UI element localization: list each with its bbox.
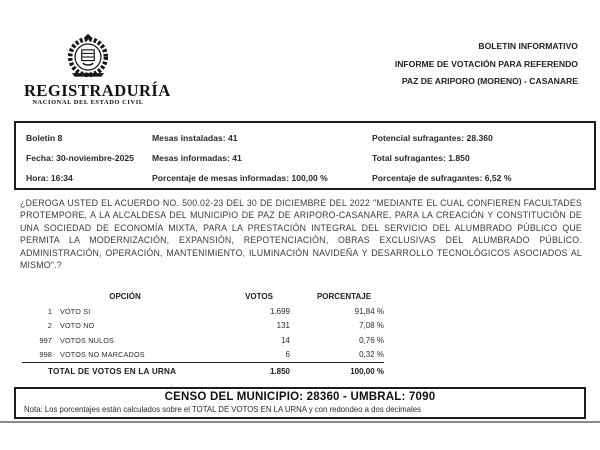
page-bottom-edge — [0, 421, 600, 423]
registraduria-logo: REGISTRADURÍA NACIONAL DEL ESTADO CIVIL — [24, 32, 171, 107]
info-column-mesas: Mesas instaladas: 41 Mesas informadas: 4… — [152, 128, 372, 188]
option-votes: 6 — [285, 350, 290, 360]
porcentaje-sufragantes: Porcentaje de sufragantes: 6,52 % — [372, 173, 512, 183]
option-number: 2 — [47, 321, 52, 331]
option-votes: 1.699 — [269, 306, 290, 316]
option-percentage: 91,84 % — [354, 306, 384, 316]
logo-subtitle: NACIONAL DEL ESTADO CIVIL — [32, 99, 144, 106]
bulletin-info-box: Boletin 8 Fecha: 30-noviembre-2025 Hora:… — [14, 121, 596, 190]
column-header-porcentaje: PORCENTAJE — [316, 291, 372, 301]
mesas-instaladas: Mesas instaladas: 41 — [152, 133, 238, 143]
report-header: BOLETIN INFORMATIVO INFORME DE VOTACIÓN … — [395, 38, 578, 91]
option-label: VOTO NO — [60, 321, 95, 331]
report-header-line3: PAZ DE ARIPORO (MORENO) - CASANARE — [401, 76, 578, 86]
bulletin-time: Hora: 16:34 — [26, 173, 73, 183]
bulletin-date: Fecha: 30-noviembre-2025 — [26, 153, 134, 163]
logo-title: REGISTRADURÍA — [24, 81, 171, 100]
results-header-row: OPCIÓN VOTOS PORCENTAJE — [22, 288, 384, 304]
total-sufragantes: Total sufragantes: 1.850 — [372, 153, 470, 163]
table-row-voto-si: 1 VOTO SI 1.699 91,84 % — [22, 304, 384, 319]
censo-umbral-text: CENSO DEL MUNICIPIO: 28360 - UMBRAL: 709… — [164, 391, 436, 403]
potencial-sufragantes: Potencial sufragantes: 28.360 — [372, 133, 493, 143]
table-row-votos-nulos: 997 VOTOS NULOS 14 0,76 % — [22, 333, 384, 348]
censo-banner: CENSO DEL MUNICIPIO: 28360 - UMBRAL: 709… — [14, 387, 586, 419]
table-row-total: TOTAL DE VOTOS EN LA URNA 1.850 100,00 % — [22, 362, 384, 380]
column-header-votos: VOTOS — [245, 291, 273, 301]
voting-results-table: OPCIÓN VOTOS PORCENTAJE 1 VOTO SI 1.699 … — [22, 288, 384, 380]
option-number: 1 — [47, 306, 52, 316]
total-percentage: 100,00 % — [290, 362, 384, 380]
report-header-line1: BOLETIN INFORMATIVO — [478, 41, 578, 51]
option-number: 998 — [39, 350, 52, 360]
report-header-line2: INFORME DE VOTACIÓN PARA REFERENDO — [394, 58, 578, 69]
percentages-note: Nota: Los porcentajes están calculados s… — [24, 405, 421, 414]
option-percentage: 0,32 % — [359, 350, 384, 360]
info-column-bulletin: Boletin 8 Fecha: 30-noviembre-2025 Hora:… — [26, 128, 152, 188]
option-percentage: 7,08 % — [359, 321, 384, 331]
option-label: VOTOS NO MARCADOS — [60, 350, 145, 360]
info-column-sufragantes: Potencial sufragantes: 28.360 Total sufr… — [372, 128, 594, 188]
total-votes: 1.850 — [228, 362, 290, 380]
referendum-question-text: ¿DEROGA USTED EL ACUERDO NO. 500.02-23 D… — [20, 198, 582, 271]
column-header-opcion: OPCIÓN — [109, 291, 141, 301]
table-row-voto-no: 2 VOTO NO 131 7,08 % — [22, 319, 384, 334]
option-label: VOTOS NULOS — [60, 335, 114, 345]
porcentaje-mesas: Porcentaje de mesas informadas: 100,00 % — [152, 173, 328, 183]
option-votes: 131 — [276, 321, 290, 331]
table-row-votos-no-marcados: 998 VOTOS NO MARCADOS 6 0,32 % — [22, 348, 384, 363]
option-label: VOTO SI — [60, 306, 91, 316]
bulletin-number: Boletin 8 — [26, 133, 63, 143]
option-votes: 14 — [281, 335, 290, 345]
option-percentage: 0,76 % — [359, 335, 384, 345]
option-number: 997 — [39, 335, 52, 345]
mesas-informadas: Mesas informadas: 41 — [152, 153, 242, 163]
coat-of-arms-icon — [67, 33, 109, 78]
total-label: TOTAL DE VOTOS EN LA URNA — [22, 362, 228, 380]
